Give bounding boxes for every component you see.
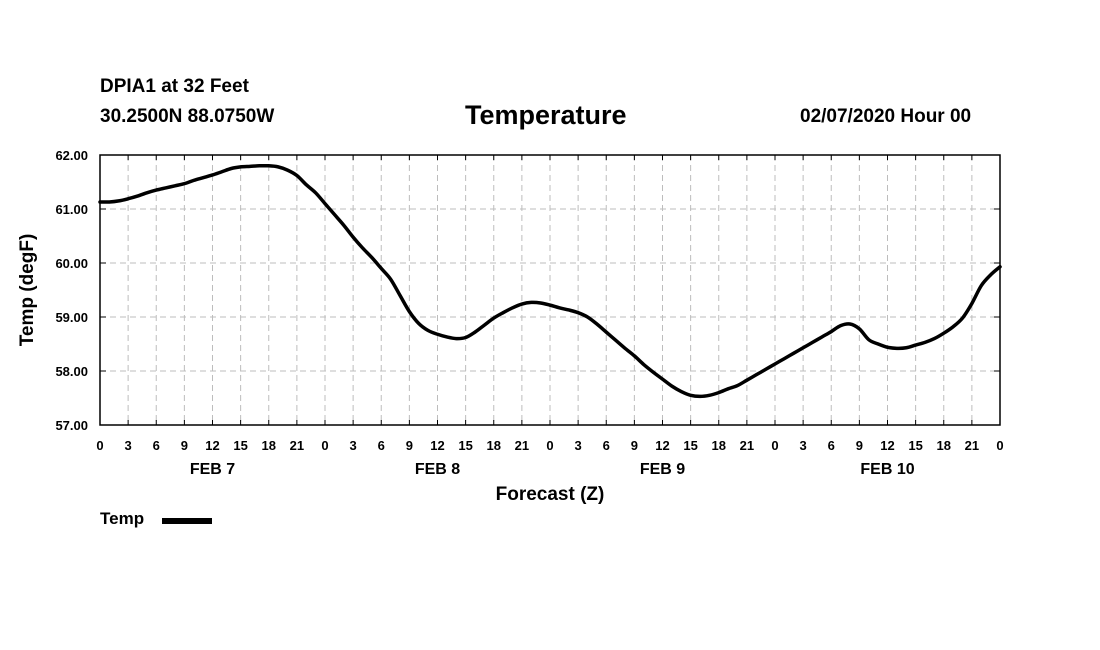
x-tick-label: 0 (546, 438, 553, 453)
x-tick-label: 9 (181, 438, 188, 453)
x-tick-label: 6 (828, 438, 835, 453)
day-label: FEB 10 (860, 461, 914, 478)
x-tick-label: 12 (205, 438, 219, 453)
legend-swatch-temp (162, 518, 212, 524)
x-tick-label: 6 (378, 438, 385, 453)
y-tick-label: 59.00 (55, 310, 88, 325)
x-tick-label: 6 (603, 438, 610, 453)
y-tick-label: 61.00 (55, 202, 88, 217)
y-tick-label: 57.00 (55, 418, 88, 433)
legend-label-temp: Temp (100, 509, 145, 528)
x-tick-label: 0 (321, 438, 328, 453)
temp-series-line (98, 163, 1002, 399)
x-tick-label: 12 (430, 438, 444, 453)
x-tick-label: 0 (771, 438, 778, 453)
x-tick-label: 15 (908, 438, 922, 453)
x-tick-label: 21 (965, 438, 979, 453)
x-tick-label: 9 (406, 438, 413, 453)
day-labels: FEB 7 FEB 8 FEB 9 FEB 10 (190, 461, 915, 478)
coordinates-label: 30.2500N 88.0750W (100, 106, 275, 127)
y-tick-label: 62.00 (55, 148, 88, 163)
x-tick-label: 9 (856, 438, 863, 453)
x-tick-label: 0 (996, 438, 1003, 453)
day-label: FEB 9 (640, 461, 685, 478)
plot-frame (99, 154, 1001, 426)
x-axis-ticks: 0 3 6 9 12 15 18 21 0 3 6 9 12 15 18 21 0 3 6 9 12 15 18 21 0 3 6 9… (96, 155, 1004, 453)
x-tick-label: 18 (937, 438, 951, 453)
x-tick-label: 18 (712, 438, 726, 453)
x-tick-label: 3 (125, 438, 132, 453)
x-tick-label: 18 (487, 438, 501, 453)
x-tick-label: 18 (262, 438, 276, 453)
x-tick-label: 12 (880, 438, 894, 453)
x-tick-label: 3 (800, 438, 807, 453)
x-tick-label: 15 (683, 438, 697, 453)
x-tick-label: 0 (96, 438, 103, 453)
y-tick-label: 60.00 (55, 256, 88, 271)
forecast-datetime: 02/07/2020 Hour 00 (800, 106, 972, 127)
x-tick-label: 21 (290, 438, 304, 453)
day-label: FEB 7 (190, 461, 235, 478)
y-axis-title: Temp (degF) (17, 234, 38, 347)
y-axis-ticks: 57.00 58.00 59.00 60.00 61.00 62.00 (55, 148, 1000, 433)
x-tick-label: 15 (458, 438, 472, 453)
x-tick-label: 21 (740, 438, 754, 453)
station-label: DPIA1 at 32 Feet (100, 76, 249, 97)
chart-title: Temperature (465, 100, 627, 130)
x-tick-label: 3 (350, 438, 357, 453)
x-axis-title: Forecast (Z) (496, 484, 605, 505)
x-tick-label: 9 (631, 438, 638, 453)
x-tick-label: 6 (153, 438, 160, 453)
x-tick-label: 15 (233, 438, 247, 453)
grid-lines (100, 155, 1000, 425)
day-label: FEB 8 (415, 461, 460, 478)
x-tick-label: 3 (575, 438, 582, 453)
y-tick-label: 58.00 (55, 364, 88, 379)
x-tick-label: 21 (515, 438, 529, 453)
x-tick-label: 12 (655, 438, 669, 453)
